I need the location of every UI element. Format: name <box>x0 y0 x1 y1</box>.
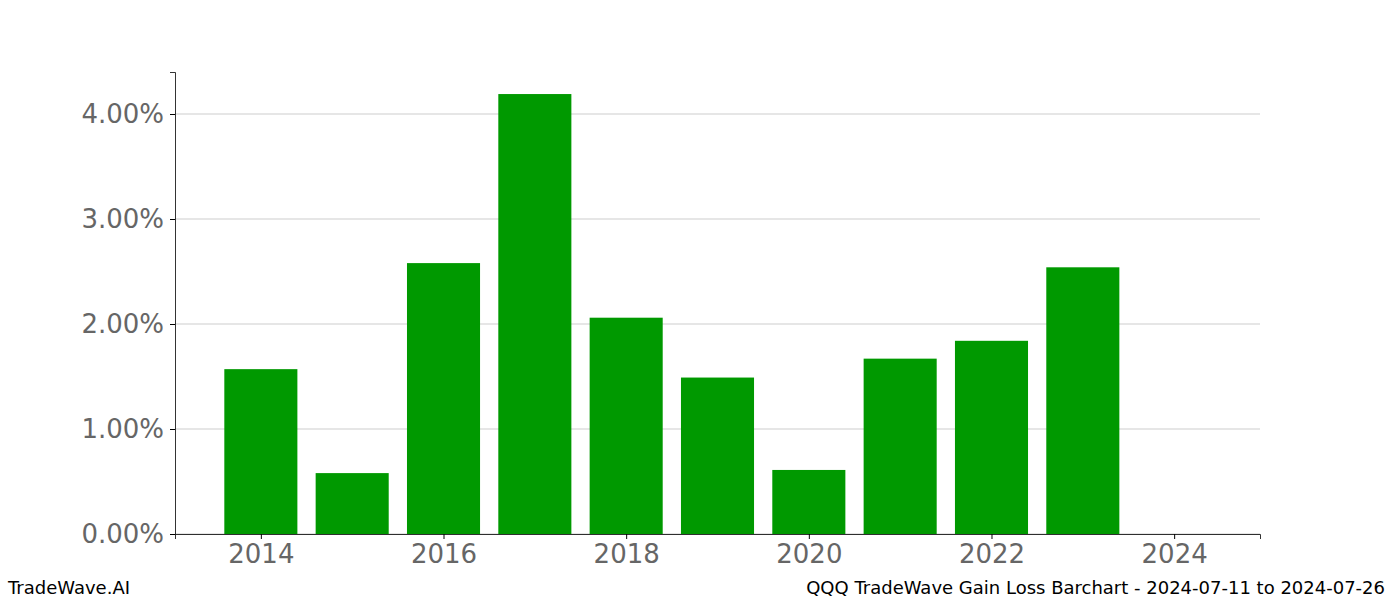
y-tick: 1.00% <box>81 414 175 444</box>
y-tick-mark <box>170 324 175 325</box>
x-tick-mark <box>1174 534 1175 539</box>
x-tick: 2024 <box>1142 534 1208 569</box>
bar <box>1138 534 1211 535</box>
y-axis: 0.00% 1.00% 2.00% 3.00% 4.00% <box>81 73 175 549</box>
bar <box>681 378 754 534</box>
x-axis: 2014 2016 2018 2020 2022 2024 <box>176 534 1261 569</box>
bar <box>955 341 1028 534</box>
x-tick: 2018 <box>594 534 660 569</box>
watermark: TradeWave.AI <box>7 577 130 598</box>
x-tick: 2014 <box>228 534 294 569</box>
y-tick-mark <box>170 534 175 535</box>
x-tick-label: 2016 <box>411 539 477 569</box>
x-tick-label: 2018 <box>594 539 660 569</box>
plot: 0.00% 1.00% 2.00% 3.00% 4.00% 2014 2016 2018 202… <box>81 73 1260 570</box>
y-tick-label: 0.00% <box>81 519 164 549</box>
bar <box>772 470 845 534</box>
x-tick-mark <box>261 534 262 539</box>
x-tick-mark <box>991 534 992 539</box>
x-tick-mark <box>626 534 627 539</box>
x-tick-mark <box>444 534 445 539</box>
bar <box>224 369 297 534</box>
y-tick-label: 3.00% <box>81 204 164 234</box>
bar <box>590 318 663 534</box>
y-tick: 4.00% <box>81 99 175 129</box>
y-tick: 3.00% <box>81 204 175 234</box>
grid <box>175 114 1260 534</box>
y-axis-line <box>170 73 176 535</box>
y-tick: 0.00% <box>81 519 175 549</box>
x-tick: 2020 <box>776 534 842 569</box>
bar <box>316 473 389 534</box>
x-axis-line <box>176 535 1261 540</box>
y-tick-label: 2.00% <box>81 309 164 339</box>
y-tick-label: 1.00% <box>81 414 164 444</box>
y-tick: 2.00% <box>81 309 175 339</box>
y-tick-mark <box>170 219 175 220</box>
x-tick-label: 2014 <box>228 539 294 569</box>
grid-line <box>175 219 1260 220</box>
bar <box>864 359 937 534</box>
chart: 0.00% 1.00% 2.00% 3.00% 4.00% 2014 2016 2018 202… <box>0 0 1400 600</box>
x-tick: 2016 <box>411 534 477 569</box>
bar <box>498 94 571 534</box>
y-tick-mark <box>170 429 175 430</box>
bar <box>1046 267 1119 534</box>
grid-line <box>175 114 1260 115</box>
bar <box>407 263 480 534</box>
x-tick-label: 2024 <box>1142 539 1208 569</box>
y-tick-label: 4.00% <box>81 99 164 129</box>
x-tick-label: 2020 <box>776 539 842 569</box>
x-tick-label: 2022 <box>959 539 1025 569</box>
x-tick-mark <box>809 534 810 539</box>
y-tick-mark <box>170 114 175 115</box>
title: QQQ TradeWave Gain Loss Barchart - 2024-… <box>806 577 1385 598</box>
bars <box>224 94 1119 534</box>
x-tick: 2022 <box>959 534 1025 569</box>
